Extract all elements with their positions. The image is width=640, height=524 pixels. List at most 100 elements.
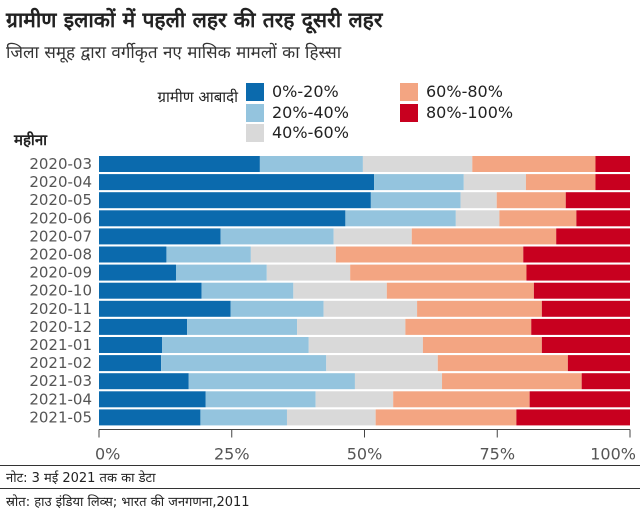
bar-segment-2020-03-20%-40% (259, 156, 363, 172)
bar-segment-2020-05-60%-80% (496, 192, 566, 209)
bar-segment-2021-03-40%-60% (354, 373, 443, 390)
bar-segment-2020-03-60%-80% (472, 156, 596, 172)
bar-segment-2020-07-40%-60% (333, 228, 412, 245)
y-tick-label: 2021-05 (29, 408, 92, 426)
y-tick-label: 2020-08 (29, 246, 92, 264)
divider (0, 488, 640, 489)
bar-segment-2020-04-60%-80% (525, 174, 596, 191)
bar-segment-2021-03-0%-20% (99, 373, 189, 390)
bar-segment-2020-12-80%-100% (531, 318, 630, 335)
y-tick-label: 2020-03 (29, 155, 92, 173)
bar-segment-2020-04-40%-60% (463, 174, 526, 191)
chart-title: ग्रामीण इलाकों में पहली लहर की तरह दूसरी… (6, 8, 383, 32)
note: नोट: 3 मई 2021 तक का डेटा (6, 471, 156, 486)
bar-segment-2021-04-20%-40% (205, 391, 316, 408)
bar-segment-2021-01-0%-20% (99, 337, 163, 353)
bar-segment-2020-07-20%-40% (220, 228, 334, 245)
legend-item: 60%-80% (400, 82, 503, 101)
bar-segment-2020-06-80%-100% (576, 210, 630, 227)
bar-segment-2021-02-60%-80% (437, 355, 568, 372)
bar-segment-2020-03-80%-100% (595, 156, 630, 172)
bar-segment-2020-09-40%-60% (266, 264, 351, 281)
bar-segment-2020-06-20%-40% (345, 210, 456, 227)
bar-segment-2020-04-20%-40% (374, 174, 464, 191)
divider (0, 465, 640, 466)
x-tick-label: 50% (347, 445, 383, 464)
bar-segment-2020-09-20%-40% (175, 264, 267, 281)
legend-title: ग्रामीण आबादी (157, 88, 238, 106)
bar-segment-2021-05-80%-100% (516, 409, 630, 426)
y-tick-label: 2020-06 (29, 209, 92, 227)
bar-segment-2020-09-60%-80% (350, 264, 527, 281)
y-axis-title: महीना (14, 131, 48, 149)
bar-segment-2021-01-80%-100% (541, 337, 630, 353)
bar-segment-2020-12-60%-80% (405, 318, 532, 335)
bar-segment-2020-10-60%-80% (386, 282, 534, 299)
y-tick-label: 2020-10 (29, 282, 92, 300)
bar-segment-2020-12-20%-40% (187, 318, 298, 335)
bar-segment-2020-12-0%-20% (99, 318, 188, 335)
y-tick-label: 2021-03 (29, 372, 92, 390)
bar-segment-2021-02-40%-60% (326, 355, 438, 372)
bar-segment-2020-09-0%-20% (99, 264, 176, 281)
legend-item: 80%-100% (400, 103, 513, 122)
bar-segment-2021-02-80%-100% (567, 355, 630, 372)
bar-segment-2020-11-40%-60% (323, 300, 418, 317)
x-tick-label: 25% (214, 445, 250, 464)
legend-item: 0%-20% (246, 82, 339, 101)
bar-segment-2020-04-0%-20% (99, 174, 375, 191)
bar-segment-2020-06-0%-20% (99, 210, 346, 227)
bar-segment-2021-01-20%-40% (162, 337, 309, 353)
bar-segment-2020-12-40%-60% (297, 318, 406, 335)
bar-segment-2021-01-40%-60% (308, 337, 423, 353)
bar-segment-2021-04-80%-100% (529, 391, 630, 408)
bar-segment-2021-05-0%-20% (99, 409, 201, 426)
bar-segment-2020-09-80%-100% (526, 264, 630, 281)
bar-segment-2021-03-80%-100% (581, 373, 630, 390)
bar-segment-2020-10-80%-100% (533, 282, 630, 299)
source: स्रोत: हाउ इंडिया लिव्स; भारत की जनगणना,… (6, 495, 250, 510)
bar-segment-2020-08-20%-40% (166, 246, 251, 263)
chart-subtitle: जिला समूह द्वारा वर्गीकृत नए मासिक मामलो… (6, 43, 342, 63)
legend-label: 20%-40% (272, 103, 349, 122)
bar-segment-2020-07-80%-100% (556, 228, 630, 245)
legend-label: 60%-80% (426, 82, 503, 101)
bar-segment-2020-08-80%-100% (523, 246, 630, 263)
bar-segment-2021-02-20%-40% (161, 355, 327, 372)
bar-segment-2021-05-20%-40% (200, 409, 287, 426)
bar-segment-2021-04-40%-60% (315, 391, 394, 408)
bar-segment-2020-08-0%-20% (99, 246, 167, 263)
bar-segment-2020-10-0%-20% (99, 282, 202, 299)
bar-segment-2021-04-0%-20% (99, 391, 206, 408)
legend-label: 0%-20% (272, 82, 339, 101)
x-tick-label: 100% (590, 445, 636, 464)
bar-segment-2021-03-60%-80% (442, 373, 582, 390)
x-tick-label: 0% (95, 445, 120, 464)
y-tick-label: 2020-05 (29, 191, 92, 209)
y-tick-label: 2021-01 (29, 336, 92, 354)
bar-segment-2020-11-20%-40% (230, 300, 324, 317)
bar-segment-2020-05-80%-100% (565, 192, 630, 209)
bar-segment-2020-10-20%-40% (201, 282, 294, 299)
bar-segment-2021-05-40%-60% (286, 409, 376, 426)
bar-segment-2020-05-0%-20% (99, 192, 371, 209)
bar-segment-2021-05-60%-80% (375, 409, 517, 426)
bar-segment-2020-05-20%-40% (370, 192, 461, 209)
bar-segment-2020-03-0%-20% (99, 156, 260, 172)
legend-swatch (400, 103, 418, 122)
bar-segment-2020-06-60%-80% (499, 210, 577, 227)
bar-segment-2020-08-60%-80% (335, 246, 524, 263)
bar-segment-2020-11-60%-80% (417, 300, 542, 317)
y-tick-label: 2020-12 (29, 318, 92, 336)
legend-swatch (246, 103, 264, 122)
bar-segment-2021-03-20%-40% (188, 373, 355, 390)
y-tick-label: 2020-09 (29, 264, 92, 282)
bar-segment-2020-04-80%-100% (595, 174, 630, 191)
legend-item: 40%-60% (246, 123, 349, 142)
bar-segment-2020-07-0%-20% (99, 228, 221, 245)
legend-label: 80%-100% (426, 103, 514, 122)
y-tick-label: 2020-07 (29, 227, 92, 245)
legend-label: 40%-60% (272, 123, 349, 142)
y-tick-label: 2021-04 (29, 390, 92, 408)
